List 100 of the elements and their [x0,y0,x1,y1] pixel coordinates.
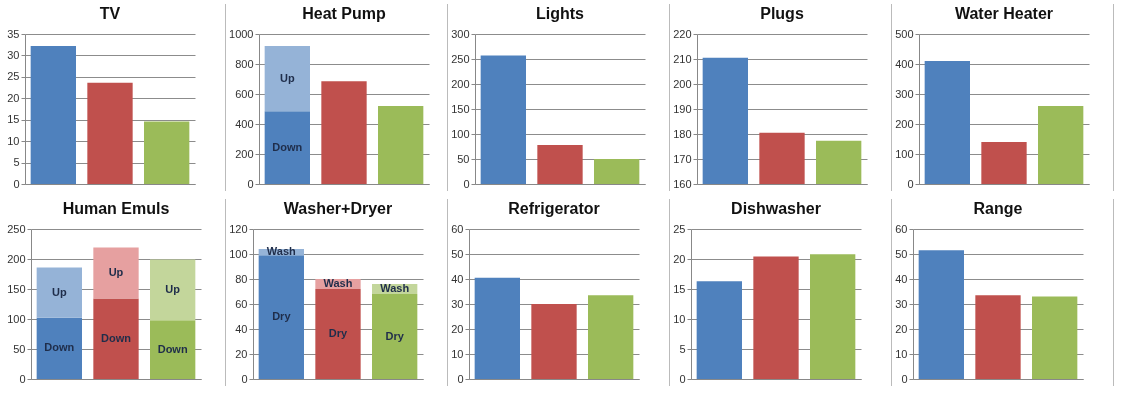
chart-title: Lights [536,5,585,22]
text: Wash [380,282,410,294]
bar [975,295,1021,379]
y-tick-label: 30 [895,297,908,310]
y-tick-label: 80 [235,272,248,285]
y-tick-label: 0 [679,372,686,385]
bar [480,55,526,184]
y-tick-label: 20 [7,91,20,104]
bar [264,46,310,112]
y-tick-label: 0 [19,372,26,385]
text: Dry [328,327,348,339]
y-tick-label: 50 [451,247,464,260]
y-tick-label: 100 [895,147,914,160]
y-tick-label: 10 [673,312,686,325]
y-tick-label: 20 [235,347,248,360]
y-tick-label: 10 [7,134,20,147]
y-tick-label: 60 [235,297,248,310]
chart-title: Water Heater [954,5,1054,22]
y-tick-label: 50 [457,152,470,165]
y-tick-label: 160 [673,177,692,190]
series-label: Wash [323,277,353,289]
y-tick-label: 10 [895,347,908,360]
text: Down [157,342,188,355]
bar [150,320,196,379]
bar [378,106,424,184]
y-tick-label: 500 [895,27,914,40]
y-tick-label: 0 [13,177,20,190]
y-tick-label: 300 [895,87,914,100]
bar [537,145,583,184]
y-tick-label: 25 [673,222,686,235]
y-tick-label: 400 [895,57,914,70]
y-tick-label: 15 [673,282,686,295]
y-tick-label: 40 [895,272,908,285]
y-tick-label: 50 [895,247,908,260]
y-tick-label: 400 [235,117,254,130]
bar [30,46,76,184]
bar [315,289,361,379]
y-tick-label: 300 [451,27,470,40]
bar [924,61,970,184]
y-tick-label: 0 [247,177,254,190]
y-tick-label: 0 [907,177,914,190]
y-tick-label: 1000 [229,27,254,40]
chart-title: Washer+Dryer [283,200,393,217]
y-tick-label: 200 [7,252,26,265]
y-tick-label: 250 [451,52,470,65]
y-tick-label: 30 [7,48,20,61]
y-tick-label: 120 [229,222,248,235]
bar [981,142,1027,184]
bar [150,259,196,321]
bar [810,254,856,379]
y-tick-label: 60 [451,222,464,235]
y-tick-label: 0 [901,372,908,385]
bar [36,267,82,318]
chart-title: Heat Pump [302,5,387,22]
y-tick-label: 150 [7,282,26,295]
y-tick-label: 40 [235,322,248,335]
y-tick-label: 0 [463,177,470,190]
y-tick-label: 200 [235,147,254,160]
y-tick-label: 220 [673,27,692,40]
series-label: Dry [272,310,292,323]
bar [753,256,799,379]
text: Down [101,331,131,344]
bar [372,294,418,379]
y-tick-label: 5 [13,156,20,169]
text: Up [52,285,67,298]
text: Dry [385,329,404,342]
y-tick-label: 200 [895,117,914,130]
text: Up [165,282,180,295]
y-tick-label: 180 [673,127,692,140]
bar [1038,106,1084,184]
y-tick-label: 150 [451,102,470,115]
y-tick-label: 170 [673,152,692,165]
bar [36,317,82,379]
y-tick-label: 10 [451,347,464,360]
series-label: Down [272,140,303,153]
y-tick-label: 200 [451,77,470,90]
y-tick-label: 210 [673,52,692,65]
bar [918,250,964,379]
chart-title: Human Emuls [62,200,170,217]
y-tick-label: 100 [7,312,26,325]
bar [144,121,190,184]
y-tick-label: 25 [7,70,20,83]
y-tick-label: 60 [895,222,908,235]
y-tick-label: 600 [235,87,254,100]
y-tick-label: 15 [7,113,20,126]
chart-title: Plugs [760,5,804,22]
chart-title: Dishwasher [731,200,821,217]
y-tick-label: 0 [457,372,464,385]
bar [93,247,139,299]
y-tick-label: 100 [229,247,248,260]
bar [1032,296,1078,379]
y-tick-label: 50 [13,342,26,355]
y-tick-label: 30 [451,297,464,310]
y-tick-label: 20 [451,322,464,335]
bar [93,298,139,379]
y-tick-label: 200 [673,77,692,90]
bar [264,111,310,184]
bar [321,81,367,184]
chart-title: Range [973,200,1023,217]
series-label: Up [108,266,124,279]
